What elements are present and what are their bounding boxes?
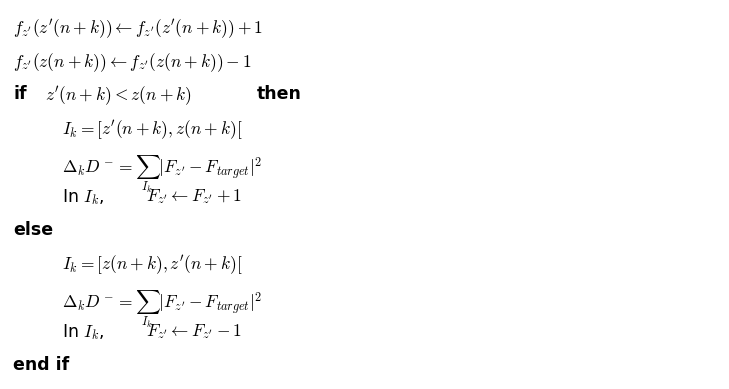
Text: $f_{z'}(z'(n+k)) \leftarrow f_{z'}(z'(n+k)) + 1$: $f_{z'}(z'(n+k)) \leftarrow f_{z'}(z'(n+… <box>13 18 263 40</box>
Text: In $I_k$,: In $I_k$, <box>62 187 104 207</box>
Text: $F_{z'} \leftarrow F_{z'} - 1$: $F_{z'} \leftarrow F_{z'} - 1$ <box>146 322 242 341</box>
Text: In $I_k$,: In $I_k$, <box>62 322 104 342</box>
Text: $F_{z'} \leftarrow F_{z'} + 1$: $F_{z'} \leftarrow F_{z'} + 1$ <box>146 187 242 206</box>
Text: $I_k = [z(n+k), z'(n+k)[$: $I_k = [z(n+k), z'(n+k)[$ <box>62 254 243 277</box>
Text: $f_{z'}(z(n+k)) \leftarrow f_{z'}(z(n+k)) - 1$: $f_{z'}(z(n+k)) \leftarrow f_{z'}(z(n+k)… <box>13 51 252 74</box>
Text: if: if <box>13 85 27 103</box>
Text: $I_k = [z'(n+k), z(n+k)[$: $I_k = [z'(n+k), z(n+k)[$ <box>62 119 243 142</box>
Text: else: else <box>13 221 53 238</box>
Text: $z'(n+k) < z(n+k)$: $z'(n+k) < z(n+k)$ <box>45 85 192 108</box>
Text: $\Delta_k D^- = \sum_{I_k} |F_{z'} - F_{target}|^2$: $\Delta_k D^- = \sum_{I_k} |F_{z'} - F_{… <box>62 288 262 330</box>
Text: then: then <box>257 85 302 103</box>
Text: end if: end if <box>13 356 69 374</box>
Text: $\Delta_k D^- = \sum_{I_k} |F_{z'} - F_{target}|^2$: $\Delta_k D^- = \sum_{I_k} |F_{z'} - F_{… <box>62 153 262 194</box>
